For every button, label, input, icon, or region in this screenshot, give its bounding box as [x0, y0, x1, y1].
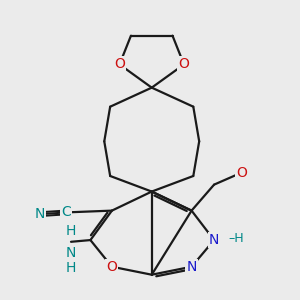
Text: O: O	[178, 57, 189, 71]
Text: H: H	[66, 224, 76, 238]
Text: N: N	[35, 207, 45, 221]
Text: H: H	[66, 261, 76, 275]
Text: C: C	[61, 206, 71, 219]
Text: N: N	[66, 246, 76, 260]
Text: O: O	[114, 57, 125, 71]
Text: O: O	[106, 260, 117, 274]
Text: –H: –H	[229, 232, 244, 245]
Text: N: N	[209, 233, 219, 247]
Text: O: O	[236, 166, 247, 179]
Text: N: N	[186, 260, 197, 274]
